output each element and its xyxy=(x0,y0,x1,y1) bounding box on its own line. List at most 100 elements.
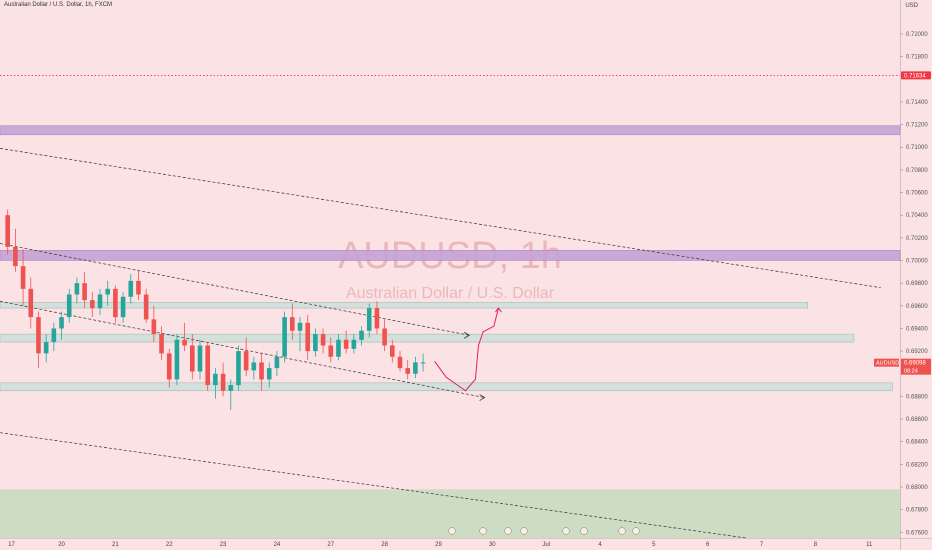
candle-body xyxy=(151,319,157,335)
x-tick-label: 24 xyxy=(274,542,281,548)
event-flag-icon[interactable] xyxy=(632,527,640,535)
candle-body xyxy=(213,373,218,386)
candle-body xyxy=(259,362,264,380)
projection-path[interactable] xyxy=(434,307,499,392)
candle-body xyxy=(13,246,18,267)
projection-arrowhead xyxy=(495,307,502,313)
y-tick-label: 0.70600 xyxy=(906,191,928,197)
candle-body xyxy=(120,296,126,318)
y-tick-label: 0.72000 xyxy=(906,32,928,38)
candle-body xyxy=(105,288,110,295)
candle-body xyxy=(282,317,287,357)
symbol-tag-label: AUDUSD xyxy=(876,361,899,367)
candle-body xyxy=(328,345,334,357)
candle-body xyxy=(305,322,310,352)
candle-body xyxy=(190,345,195,372)
x-tick-label: 29 xyxy=(435,542,442,548)
candle-body xyxy=(220,373,226,391)
candle-body xyxy=(274,356,280,369)
event-flag-icon[interactable] xyxy=(479,527,487,535)
candle-body xyxy=(266,368,272,380)
x-tick-label: 28 xyxy=(381,542,388,548)
x-tick-label: 27 xyxy=(327,542,334,548)
candle-body xyxy=(97,294,103,309)
candle-body xyxy=(90,300,95,309)
candle-body xyxy=(228,385,234,391)
symbol-tag xyxy=(874,358,899,367)
candle-body xyxy=(182,339,187,346)
y-tick-label: 0.71800 xyxy=(906,55,928,61)
candle-body xyxy=(159,334,164,354)
trendline-arrowhead-2 xyxy=(479,394,486,401)
event-flag-icon[interactable] xyxy=(618,527,626,535)
x-tick-label: 11 xyxy=(866,542,873,548)
candle-body xyxy=(59,317,64,329)
candle-body xyxy=(351,339,357,349)
candle-body xyxy=(66,294,72,318)
candle-body xyxy=(143,294,149,320)
candle-body xyxy=(382,328,387,346)
y-tick-label: 0.70200 xyxy=(906,236,928,242)
price-axis-pane xyxy=(900,0,932,550)
candle-body xyxy=(343,339,349,349)
trendline-2[interactable] xyxy=(0,300,485,398)
symbol-header: Australian Dollar / U.S. Dollar, 1h, FXC… xyxy=(4,2,113,8)
candle-body xyxy=(43,342,49,354)
current-price-label: 0.69098 xyxy=(904,361,926,367)
trendline-3[interactable] xyxy=(0,432,747,539)
x-tick-label: 22 xyxy=(166,542,173,548)
event-flag-icon[interactable] xyxy=(562,527,570,535)
support-zone-2[interactable] xyxy=(0,302,808,309)
y-tick-label: 0.71000 xyxy=(906,145,928,151)
candle-body xyxy=(359,330,364,340)
x-tick-label: 4 xyxy=(598,542,602,548)
event-flag-icon[interactable] xyxy=(580,527,588,535)
y-tick-label: 0.68200 xyxy=(906,462,928,468)
y-tick-label: 0.68400 xyxy=(906,440,928,446)
watermark-name: Australian Dollar / U.S. Dollar xyxy=(346,285,555,302)
candle-body xyxy=(36,317,41,354)
candle-body xyxy=(28,288,34,318)
support-zone-4[interactable] xyxy=(0,382,893,392)
event-flag-icon[interactable] xyxy=(504,527,512,535)
y-tick-label: 0.70400 xyxy=(906,213,928,219)
countdown-label: 08:24 xyxy=(904,369,918,375)
x-tick-label: 23 xyxy=(220,542,227,548)
trendline-0[interactable] xyxy=(0,148,881,289)
y-tick-label: 0.69600 xyxy=(906,304,928,310)
x-tick-label: 20 xyxy=(58,542,65,548)
candle-body xyxy=(205,345,210,386)
candle-body xyxy=(336,339,341,357)
candle-body xyxy=(74,283,80,295)
y-tick-label: 0.69400 xyxy=(906,326,928,332)
y-tick-label: 0.69800 xyxy=(906,281,928,287)
candle-body xyxy=(136,280,141,295)
x-tick-label: 5 xyxy=(652,542,656,548)
support-zone-3[interactable] xyxy=(0,333,855,343)
candle-body xyxy=(366,308,372,331)
x-tick-label: 8 xyxy=(814,542,818,548)
event-flag-icon[interactable] xyxy=(448,527,456,535)
candle-body xyxy=(5,215,10,247)
trendline-arrowhead-1 xyxy=(464,331,471,339)
candle-body xyxy=(51,328,57,343)
event-flag-icon[interactable] xyxy=(520,527,528,535)
alert-price-tag[interactable] xyxy=(901,71,931,80)
candle-body xyxy=(251,362,257,371)
resistance-zone-0[interactable] xyxy=(0,125,901,136)
candle-body xyxy=(420,362,426,364)
candle-body xyxy=(174,339,180,380)
resistance-zone-1[interactable] xyxy=(0,250,901,261)
candle-body xyxy=(236,351,241,386)
candle-body xyxy=(166,353,172,380)
y-tick-label: 0.68800 xyxy=(906,394,928,400)
candle-body xyxy=(320,334,326,346)
y-tick-label: 0.70800 xyxy=(906,168,928,174)
current-price-tag[interactable] xyxy=(901,358,931,375)
alert-price-label: 0.71634 xyxy=(904,73,926,79)
candle-body xyxy=(197,345,203,372)
x-tick-label: 30 xyxy=(489,542,496,548)
x-tick-label: 7 xyxy=(760,542,764,548)
